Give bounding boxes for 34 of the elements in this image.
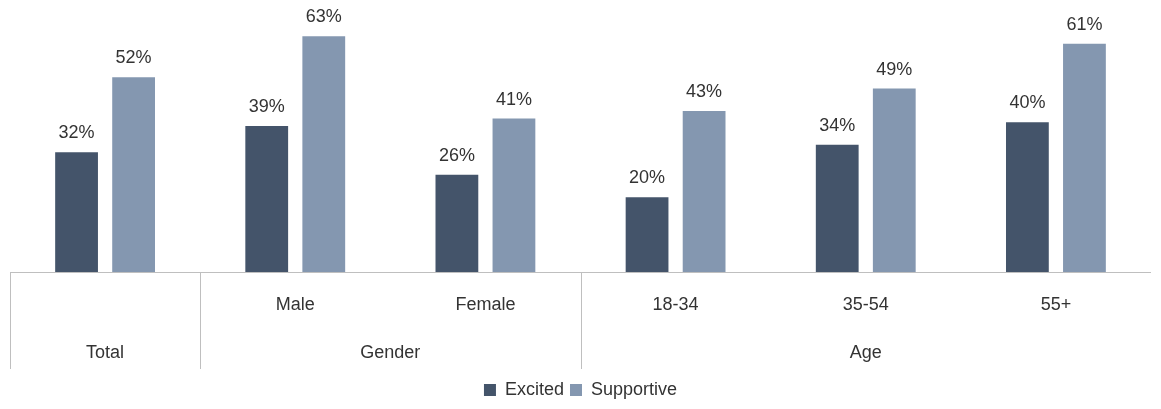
data-label: 43%: [686, 81, 723, 102]
bar: [55, 152, 98, 272]
bar: [435, 174, 479, 272]
bar: [872, 88, 916, 272]
x-tick-label: Male: [275, 293, 315, 314]
bar: [1063, 43, 1106, 272]
text: Gender: [360, 341, 421, 362]
data-label: 41%: [495, 88, 532, 109]
data-label: 26%: [438, 144, 475, 165]
bar: [815, 144, 859, 272]
data-label: 34%: [819, 114, 856, 135]
text: Age: [849, 341, 882, 362]
text: Total: [86, 341, 125, 362]
legend-label: Supportive: [590, 378, 678, 399]
data-label: 63%: [305, 6, 342, 27]
bar: [1006, 122, 1049, 272]
x-tick-label: 55+: [1040, 293, 1072, 314]
data-label: 32%: [58, 122, 95, 143]
bar: [625, 197, 669, 272]
legend-label: Excited: [504, 378, 564, 399]
x-tick-label: 18-34: [652, 293, 699, 314]
data-label: 20%: [629, 167, 666, 188]
bar: [112, 77, 155, 272]
bar: [302, 36, 346, 272]
bar: [245, 126, 289, 272]
x-tick-label: Female: [455, 293, 516, 314]
data-label: 61%: [1066, 13, 1103, 34]
data-label: 40%: [1009, 92, 1046, 113]
bar: [682, 111, 726, 272]
data-label: 49%: [876, 58, 913, 79]
bar: [492, 118, 536, 272]
data-label: 39%: [248, 96, 285, 116]
data-label: 52%: [115, 47, 152, 68]
x-tick-label: 35-54: [842, 293, 889, 314]
